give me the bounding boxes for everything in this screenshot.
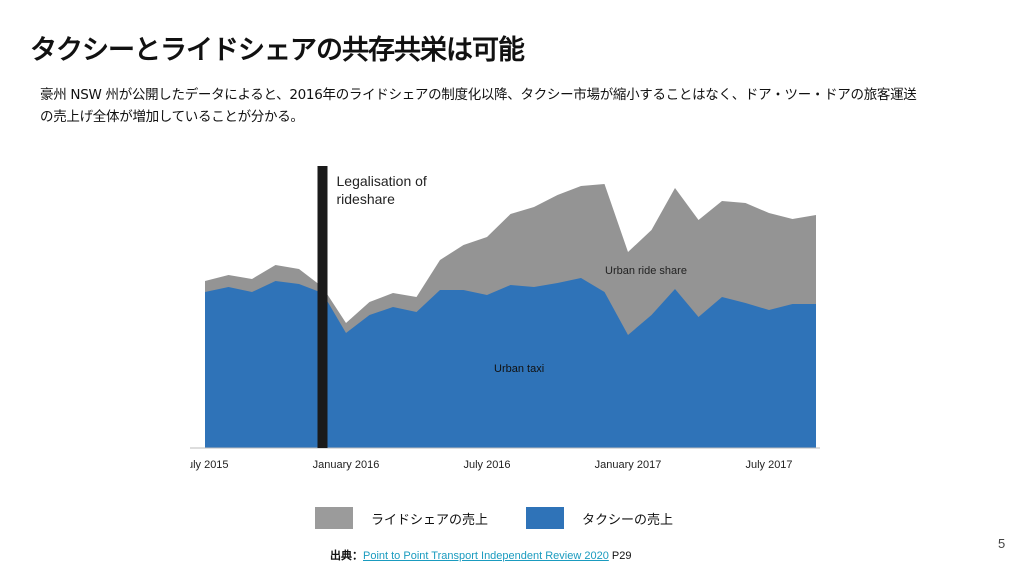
legend-item-rideshare: ライドシェアの売上 <box>315 507 488 529</box>
x-tick-label: July 2015 <box>190 459 229 471</box>
legend-label-taxi: タクシーの売上 <box>582 512 674 528</box>
legalisation-marker-line <box>317 166 328 448</box>
rideshare-area-label: Urban ride share <box>605 265 687 277</box>
annotation-label-line2: rideshare <box>337 191 396 207</box>
x-tick-label: July 2017 <box>745 459 792 471</box>
source-prefix: 出典： <box>330 550 363 562</box>
legend-swatch-rideshare <box>315 507 353 529</box>
legend-label-rideshare: ライドシェアの売上 <box>371 512 489 528</box>
page-number: 5 <box>998 536 1006 551</box>
legend-swatch-taxi <box>526 507 564 529</box>
legend-item-taxi: タクシーの売上 <box>526 507 673 529</box>
slide-title: タクシーとライドシェアの共存共栄は可能 <box>30 35 525 66</box>
x-tick-label: January 2016 <box>313 459 380 471</box>
source-citation: 出典：Point to Point Transport Independent … <box>330 547 631 563</box>
taxi-area-label: Urban taxi <box>494 363 544 375</box>
taxi-area <box>205 278 816 448</box>
source-suffix: P29 <box>608 550 632 562</box>
stacked-area-chart: July 2015 January 2016 July 2016 January 20… <box>190 166 820 471</box>
x-tick-label: July 2016 <box>463 459 510 471</box>
source-link[interactable]: Point to Point Transport Independent Rev… <box>363 550 609 562</box>
slide-description: 豪州 NSW 州が公開したデータによると、2016年のライドシェアの制度化以降、… <box>40 87 917 125</box>
annotation-label-line1: Legalisation of <box>337 173 427 189</box>
x-tick-label: January 2017 <box>595 459 662 471</box>
